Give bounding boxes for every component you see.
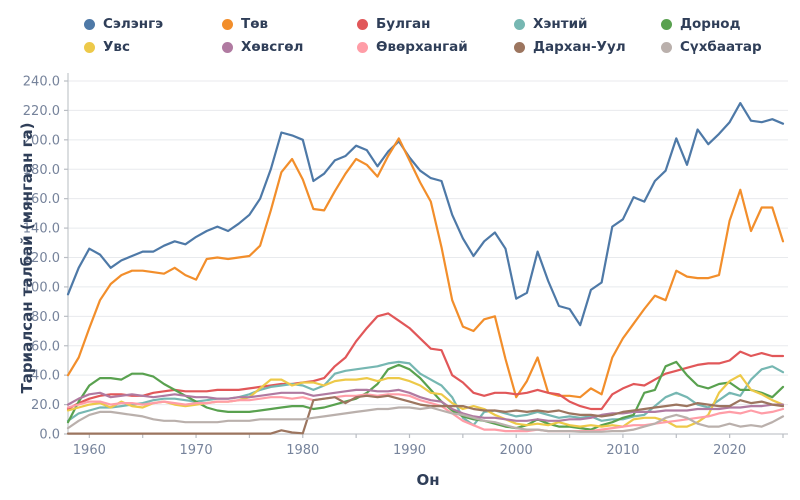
legend-label-selenge: Сэлэнгэ — [103, 16, 164, 32]
y-axis-title: Тариалсан талбай (мянгаан га) — [18, 122, 36, 394]
legend-marker-uvs — [84, 41, 95, 53]
x-axis-title: Он — [416, 471, 440, 489]
y-tick-label-140: 140.0 — [23, 222, 60, 237]
y-tick-label-80: 80.0 — [31, 310, 60, 325]
x-tick-label-1960: 1960 — [73, 443, 106, 458]
x-tick-label-2020: 2020 — [713, 443, 746, 458]
legend-marker-tov — [222, 18, 233, 30]
series-line-tov — [66, 137, 785, 399]
series-line-sukhbaatar — [66, 406, 785, 433]
y-tick-label-240: 240.0 — [23, 75, 60, 90]
legend-label-darkhan-uul: Дархан-Уул — [533, 39, 626, 55]
legend-item-tov: Төв — [222, 16, 357, 32]
x-tick-label-1990: 1990 — [393, 443, 426, 458]
legend-label-sukhbaatar: Сүхбаатар — [680, 39, 762, 55]
y-tick-label-100: 100.0 — [23, 280, 60, 295]
y-tick-label-180: 180.0 — [23, 163, 60, 178]
legend-label-khovsgol: Хөвсгөл — [241, 39, 304, 55]
legend-item-sukhbaatar: Сүхбаатар — [661, 39, 784, 55]
y-tick-label-20: 20.0 — [31, 398, 60, 413]
series-line-selenge — [66, 102, 785, 327]
legend-label-tov: Төв — [241, 16, 269, 32]
series-line-darkhan-uul — [66, 394, 785, 435]
legend-label-dornod: Дорнод — [680, 16, 741, 32]
y-tick-label-40: 40.0 — [31, 369, 60, 384]
legend-item-uvs: Увс — [84, 39, 222, 55]
x-tick-label-2010: 2010 — [606, 443, 639, 458]
legend-marker-selenge — [84, 18, 95, 30]
legend-label-khentii: Хэнтий — [533, 16, 588, 32]
legend-item-dornod: Дорнод — [661, 16, 784, 32]
legend: Сэлэнгэ Төв Булган Хэнтий Дорнод Увс Хөвсгөл Өв… — [84, 16, 784, 55]
legend-label-uvs: Увс — [103, 39, 130, 55]
legend-item-khovsgol: Хөвсгөл — [222, 39, 357, 55]
series-line-khentii — [66, 360, 785, 427]
x-tick-label-1970: 1970 — [180, 443, 213, 458]
x-tick-label-2000: 2000 — [500, 443, 533, 458]
legend-marker-bulgan — [357, 18, 368, 30]
series-line-khovsgol — [66, 388, 785, 422]
x-tick-label-1980: 1980 — [286, 443, 319, 458]
y-tick-label-200: 200.0 — [23, 133, 60, 148]
y-tick-label-160: 160.0 — [23, 192, 60, 207]
y-tick-label-220: 220.0 — [23, 104, 60, 119]
legend-marker-uvurkhangai — [357, 41, 368, 53]
legend-item-khentii: Хэнтий — [514, 16, 661, 32]
series-line-bulgan — [66, 312, 785, 411]
legend-item-uvurkhangai: Өвөрхангай — [357, 39, 514, 55]
y-tick-label-120: 120.0 — [23, 251, 60, 266]
series-line-uvs — [66, 374, 785, 428]
legend-item-bulgan: Булган — [357, 16, 514, 32]
legend-marker-dornod — [661, 18, 672, 30]
series-line-uvurkhangai — [66, 393, 785, 433]
legend-label-bulgan: Булган — [376, 16, 431, 32]
y-tick-label-0: 0.0 — [39, 428, 60, 443]
legend-label-uvurkhangai: Өвөрхангай — [376, 39, 468, 55]
legend-marker-sukhbaatar — [661, 41, 672, 53]
legend-item-darkhan-uul: Дархан-Уул — [514, 39, 661, 55]
legend-item-selenge: Сэлэнгэ — [84, 16, 222, 32]
legend-marker-khentii — [514, 18, 525, 30]
legend-marker-darkhan-uul — [514, 41, 525, 53]
legend-marker-khovsgol — [222, 41, 233, 53]
y-tick-label-60: 60.0 — [31, 339, 60, 354]
